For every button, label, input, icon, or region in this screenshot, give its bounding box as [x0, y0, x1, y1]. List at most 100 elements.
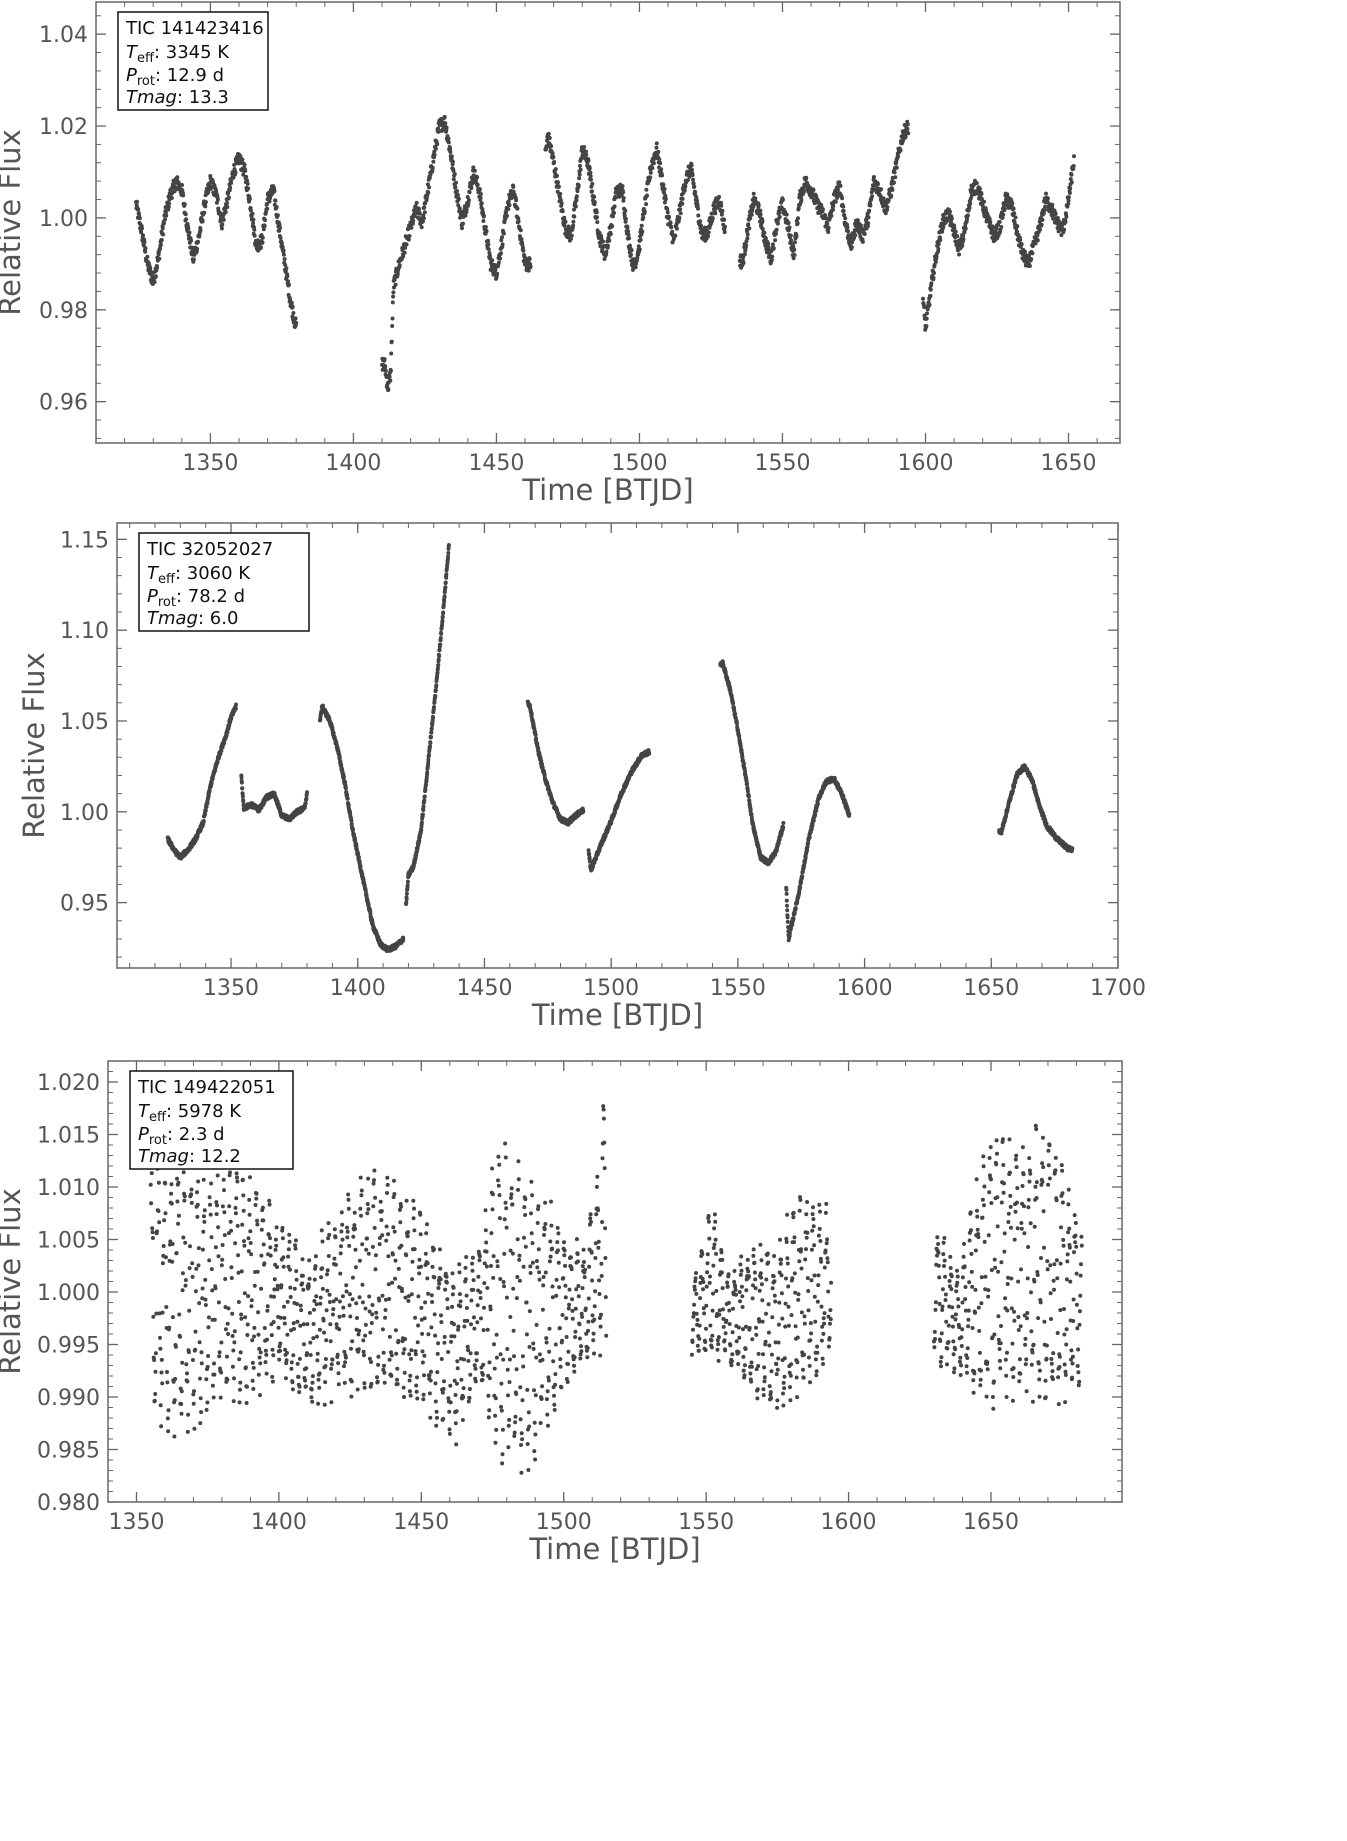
data-point — [137, 216, 142, 221]
data-point — [588, 174, 593, 178]
data-point — [486, 238, 491, 243]
data-point — [259, 245, 263, 250]
data-point — [609, 820, 614, 825]
data-point — [905, 122, 910, 127]
data-point — [665, 210, 670, 215]
data-point — [749, 212, 754, 217]
data-point — [393, 282, 398, 287]
data-point — [766, 241, 771, 246]
data-point — [599, 236, 604, 241]
data-point — [614, 195, 619, 200]
data-point — [246, 186, 251, 191]
x-axis-label: Time [BTJD] — [531, 998, 703, 1032]
data-point — [636, 244, 641, 249]
data-point — [668, 220, 673, 225]
data-point — [239, 775, 244, 780]
data-point — [597, 230, 602, 235]
data-point — [159, 238, 164, 242]
data-point — [695, 198, 699, 203]
data-point — [1068, 186, 1073, 191]
data-point — [245, 181, 250, 186]
data-point — [1040, 217, 1045, 222]
x-tick-label: 1550 — [710, 976, 766, 1001]
data-point — [366, 902, 371, 907]
data-point — [626, 229, 631, 234]
data-point — [475, 182, 480, 187]
data-point — [404, 900, 409, 905]
chart-2: 1350 1400 1450 1500 1550 1600 1650 17000.951.00… — [17, 522, 1146, 1032]
data-point — [283, 263, 288, 267]
data-point — [892, 170, 897, 175]
data-point — [999, 225, 1004, 229]
data-point — [431, 715, 436, 720]
data-point — [769, 258, 774, 263]
data-point — [1015, 224, 1020, 229]
data-point — [343, 786, 348, 791]
data-point — [390, 316, 395, 321]
data-point — [595, 220, 600, 225]
data-point — [623, 216, 628, 221]
data-point — [480, 207, 485, 212]
data-point — [471, 165, 476, 170]
data-point — [621, 196, 626, 200]
data-point — [484, 229, 489, 234]
data-point — [1011, 206, 1016, 211]
data-point — [533, 732, 538, 737]
data-point — [260, 235, 265, 240]
y-tick-label: 0.96 — [39, 391, 88, 416]
data-point — [166, 205, 171, 210]
data-point — [351, 827, 355, 832]
data-point — [929, 281, 934, 286]
data-point — [662, 187, 667, 191]
data-point — [731, 701, 736, 706]
data-point — [182, 202, 187, 207]
x-tick-label: 1500 — [611, 451, 667, 476]
data-point — [968, 201, 973, 206]
y-tick-label: 0.98 — [39, 299, 88, 324]
data-point — [464, 207, 469, 212]
x-tick-label: 1350 — [182, 451, 238, 476]
data-point — [685, 178, 690, 183]
data-point — [261, 227, 266, 232]
data-point — [240, 786, 245, 791]
data-point — [1067, 191, 1072, 195]
data-point — [640, 229, 645, 234]
data-point — [627, 236, 632, 241]
data-point — [925, 311, 929, 316]
data-point — [581, 809, 586, 814]
data-point — [405, 883, 410, 888]
data-point — [862, 232, 867, 236]
data-point — [820, 207, 825, 212]
data-point — [577, 172, 582, 177]
data-point — [450, 159, 455, 164]
data-point — [240, 794, 245, 799]
data-point — [196, 239, 200, 244]
data-point — [446, 551, 451, 555]
data-point — [849, 245, 854, 250]
data-point — [629, 248, 634, 253]
data-point — [515, 206, 520, 211]
data-point — [198, 228, 203, 232]
data-point — [967, 206, 972, 210]
y-tick-label: 1.10 — [60, 619, 109, 644]
data-point — [429, 730, 434, 735]
data-point — [713, 211, 718, 216]
data-point — [663, 193, 668, 198]
y-tick-label: 1.02 — [39, 115, 88, 140]
data-point — [758, 208, 763, 213]
data-point — [440, 614, 445, 619]
data-point — [836, 187, 840, 192]
data-point — [481, 210, 486, 215]
data-point — [997, 219, 1002, 224]
data-point — [388, 368, 393, 373]
data-point — [274, 205, 279, 210]
data-point — [860, 239, 865, 244]
data-point — [482, 213, 486, 218]
data-point — [881, 196, 886, 201]
data-point — [921, 296, 925, 301]
data-point — [226, 195, 231, 200]
data-point — [439, 631, 444, 636]
data-point — [282, 257, 287, 262]
data-point — [601, 239, 605, 244]
data-point — [678, 207, 683, 212]
